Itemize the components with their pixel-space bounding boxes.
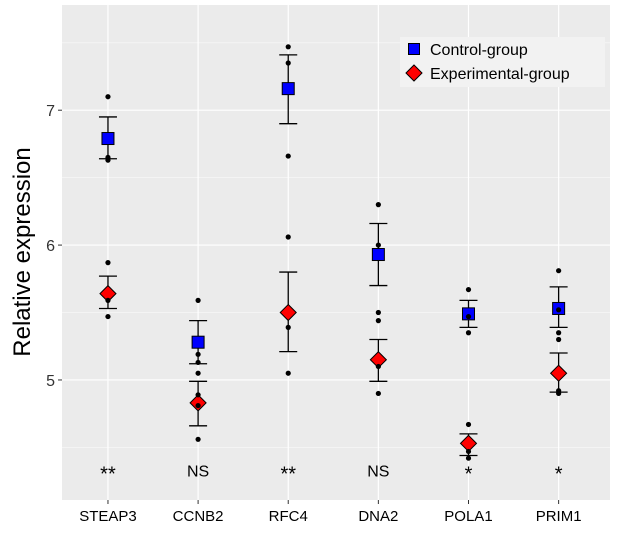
data-point	[285, 60, 291, 66]
data-point	[375, 309, 381, 316]
data-point	[375, 363, 381, 370]
data-point	[105, 297, 111, 303]
mean-marker-square	[101, 132, 115, 146]
legend-background	[400, 37, 605, 87]
data-point	[285, 44, 291, 50]
significance-label: NS	[367, 463, 389, 480]
x-tick-label: PRIM1	[536, 508, 582, 525]
data-point	[195, 297, 201, 303]
mean-marker-diamond	[279, 303, 297, 322]
legend-label: Experimental-group	[430, 66, 570, 83]
series-experimental-group	[98, 234, 568, 461]
significance-label: **	[100, 463, 116, 485]
data-point	[556, 268, 562, 274]
data-point	[465, 286, 472, 293]
y-axis-title: Relative expression	[9, 147, 36, 356]
data-point	[195, 402, 201, 409]
data-point	[556, 330, 562, 336]
data-point	[195, 392, 201, 398]
plot-panel	[62, 5, 610, 500]
legend: Control-group Experimental-group	[400, 37, 605, 87]
mean-marker-square	[371, 248, 385, 262]
x-tick-label: POLA1	[444, 508, 492, 525]
significance-label: *	[555, 463, 563, 485]
x-tick-label: DNA2	[358, 508, 398, 525]
data-point	[465, 448, 472, 455]
mean-marker-diamond	[549, 364, 568, 382]
data-point	[556, 336, 562, 343]
mean-marker-square	[191, 335, 205, 349]
x-tick-label: RFC4	[269, 508, 308, 525]
data-point	[556, 307, 562, 313]
data-point	[105, 313, 111, 320]
data-point	[285, 153, 291, 159]
significance-label: NS	[187, 463, 209, 480]
data-point	[375, 318, 381, 324]
data-point	[285, 324, 291, 330]
data-point	[105, 260, 111, 266]
y-tick-label: 5	[46, 373, 55, 390]
y-tick-label: 7	[46, 103, 55, 120]
mean-marker-square	[461, 307, 475, 321]
data-point	[285, 370, 291, 376]
data-point	[195, 359, 201, 366]
legend-diamond-icon	[405, 64, 423, 82]
data-point	[195, 351, 201, 357]
data-point	[465, 313, 472, 320]
significance-label: **	[280, 463, 296, 485]
data-point	[465, 330, 472, 336]
data-point	[285, 234, 291, 240]
data-point	[375, 202, 381, 208]
x-tick-label: CCNB2	[173, 508, 224, 525]
series-control-group	[98, 44, 568, 376]
legend-square-icon	[408, 43, 420, 55]
legend-label: Control-group	[430, 42, 528, 59]
mean-marker-diamond	[189, 394, 207, 412]
significance-label: *	[465, 463, 473, 485]
data-point	[105, 94, 111, 100]
x-tick-label: STEAP3	[79, 508, 137, 525]
y-tick-label: 6	[46, 238, 55, 255]
data-point	[105, 157, 111, 163]
data-point	[465, 421, 472, 428]
data-point	[195, 370, 201, 376]
data-point	[556, 390, 562, 397]
data-point	[375, 390, 381, 397]
data-point	[195, 436, 201, 442]
data-point	[465, 455, 472, 461]
data-point	[375, 242, 381, 248]
mean-marker-square	[281, 82, 295, 96]
